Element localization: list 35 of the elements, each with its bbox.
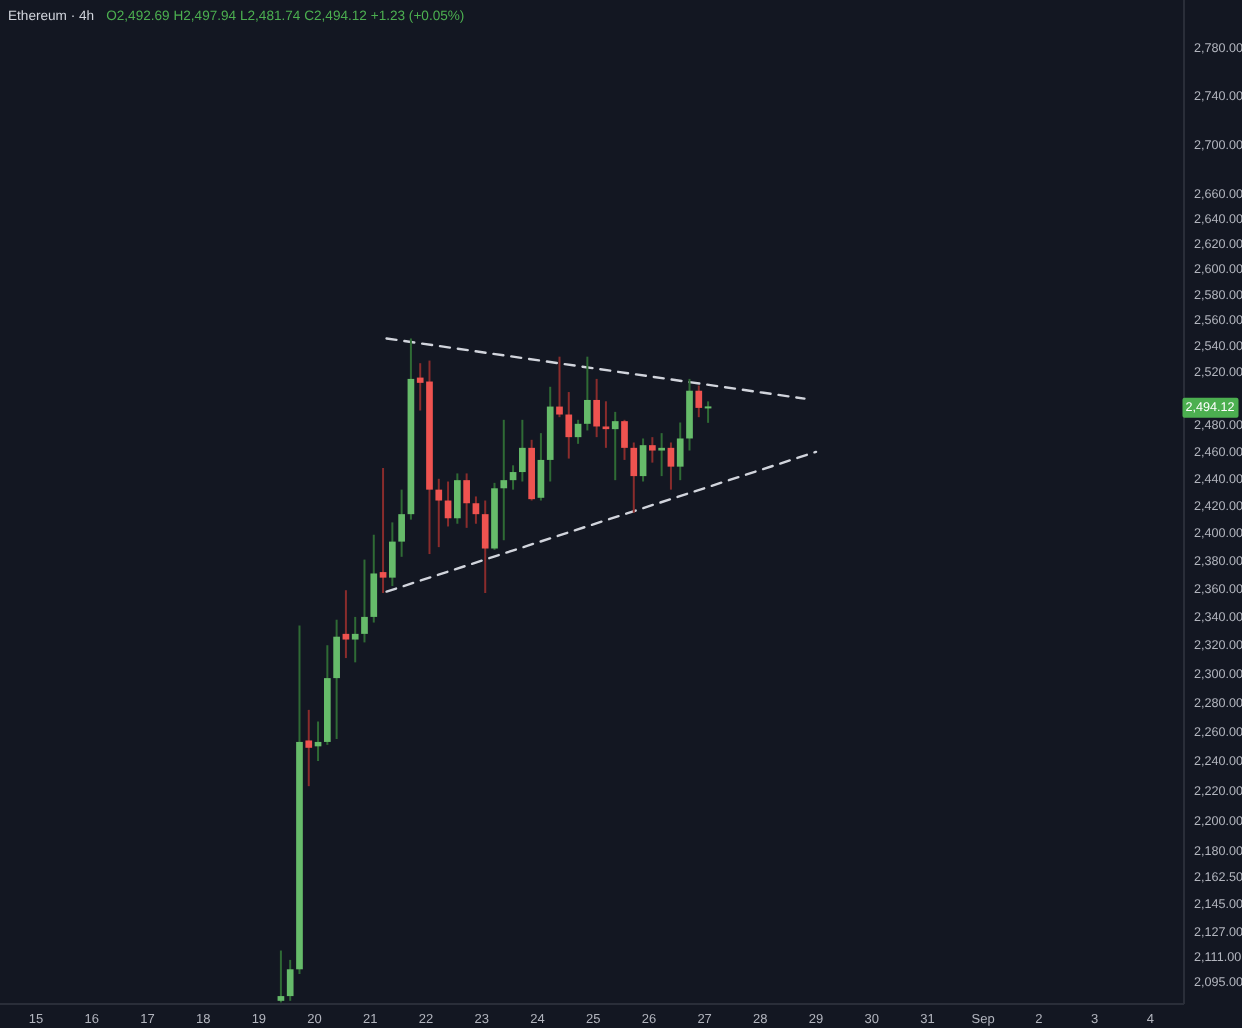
candlestick <box>370 533 378 624</box>
candlestick <box>639 437 647 483</box>
candlestick <box>611 410 619 482</box>
candlestick <box>556 355 563 419</box>
candlestick <box>704 400 712 424</box>
candlestick <box>621 418 628 461</box>
candlestick <box>342 589 350 660</box>
candlestick <box>472 495 480 525</box>
candlestick <box>676 421 684 482</box>
candlestick <box>286 958 294 1002</box>
candlestick <box>305 708 313 788</box>
candlestick <box>686 377 693 452</box>
candlestick <box>277 949 285 1004</box>
candlestick <box>565 391 573 460</box>
candlestick <box>630 441 638 514</box>
candlestick <box>649 436 656 464</box>
candlestick <box>519 418 526 483</box>
candlestick <box>602 400 610 449</box>
candlestick <box>379 467 387 595</box>
candlestick <box>389 521 396 588</box>
candlestick <box>667 441 675 491</box>
candlestick <box>454 472 461 525</box>
candlestick <box>695 384 703 419</box>
candlestick <box>500 418 508 542</box>
candlestick <box>351 615 359 664</box>
candlestick <box>361 558 368 644</box>
candlestick <box>584 355 591 432</box>
candlestick <box>593 377 600 439</box>
candlestick <box>333 618 340 741</box>
candlestick <box>463 472 470 529</box>
candlestick <box>658 432 665 478</box>
candlestick <box>435 477 443 549</box>
candlestick <box>537 432 545 502</box>
candlestick <box>481 499 489 595</box>
candlestick <box>398 488 405 558</box>
